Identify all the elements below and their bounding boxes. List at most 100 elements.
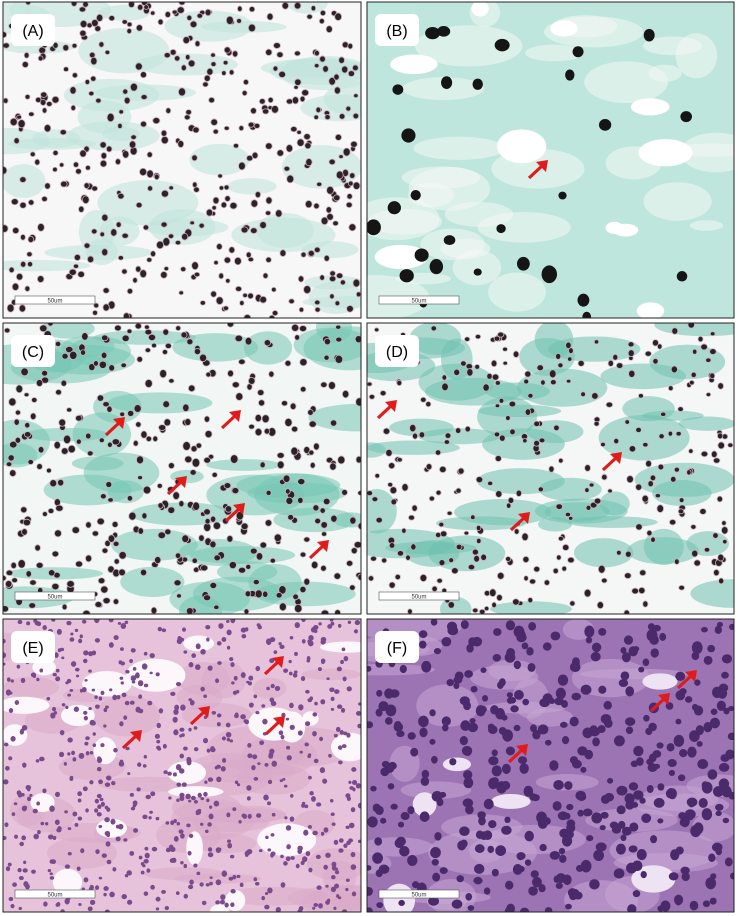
nucleus <box>91 530 99 537</box>
nucleus <box>155 816 160 821</box>
nucleus <box>210 290 217 298</box>
nucleus <box>328 76 336 86</box>
nucleus <box>285 856 291 862</box>
nucleus <box>71 750 76 756</box>
nucleus <box>60 180 68 188</box>
scale-bar <box>14 889 96 899</box>
nucleus <box>95 849 100 855</box>
nucleus <box>345 201 353 209</box>
nucleus <box>231 487 240 495</box>
nucleus <box>439 867 448 875</box>
arrow-head <box>518 512 530 524</box>
nucleus <box>425 463 433 471</box>
nucleus <box>314 50 320 57</box>
nucleus <box>174 704 180 711</box>
nucleus <box>565 378 572 384</box>
nucleus <box>234 256 242 266</box>
nucleus <box>82 2 89 8</box>
nucleus <box>5 866 11 872</box>
nucleus <box>281 400 288 407</box>
nucleus <box>229 854 235 859</box>
vacuole <box>210 904 230 912</box>
nucleus <box>276 149 285 157</box>
nucleus <box>480 553 487 561</box>
nucleus <box>107 441 113 448</box>
nucleus <box>709 331 716 337</box>
nucleus <box>381 760 390 768</box>
nucleus <box>316 802 322 807</box>
nucleus <box>618 679 629 688</box>
nucleus <box>263 427 271 435</box>
nucleus <box>459 736 468 746</box>
nucleus <box>338 848 344 853</box>
nucleus <box>679 688 687 695</box>
nucleus <box>124 700 130 706</box>
nucleus <box>112 867 117 872</box>
nucleus <box>330 514 338 523</box>
nucleus <box>396 550 405 557</box>
nucleus <box>20 234 26 241</box>
nucleus <box>658 433 665 440</box>
nucleus <box>146 151 153 158</box>
nucleus <box>604 792 615 802</box>
nucleus <box>5 580 13 588</box>
nucleus <box>401 483 409 492</box>
nucleus <box>498 678 506 687</box>
nucleus <box>159 369 167 379</box>
nucleus <box>78 205 85 213</box>
nucleus <box>355 397 361 407</box>
nucleus <box>716 495 723 503</box>
nucleus <box>235 392 244 401</box>
nucleus <box>23 52 30 59</box>
nucleus <box>88 90 95 97</box>
nucleus <box>212 521 221 530</box>
arrow-shaft <box>263 659 281 676</box>
nucleus <box>313 202 320 210</box>
nucleus <box>580 766 587 773</box>
nucleus <box>700 450 709 458</box>
nucleus <box>681 872 690 882</box>
nucleus <box>114 158 121 166</box>
nucleus <box>259 541 268 549</box>
tissue-patch <box>3 676 60 699</box>
nucleus <box>293 2 302 10</box>
nucleus <box>575 790 587 801</box>
nucleus <box>464 425 471 433</box>
nucleus <box>553 424 560 432</box>
nucleus <box>98 824 103 829</box>
nucleus <box>54 819 60 825</box>
nucleus <box>312 504 320 512</box>
nucleus <box>148 816 152 820</box>
tissue-patch <box>243 331 293 365</box>
nucleus <box>532 729 541 740</box>
nucleus <box>20 677 26 684</box>
nucleus <box>199 300 206 306</box>
vacuole <box>320 641 361 653</box>
nucleus <box>81 687 87 693</box>
nucleus <box>407 854 418 866</box>
nucleus <box>62 44 70 52</box>
nucleus <box>392 84 404 95</box>
nucleus <box>240 714 246 720</box>
nucleus <box>516 256 530 271</box>
nucleus <box>478 705 487 713</box>
nucleus <box>190 795 196 801</box>
nucleus <box>645 459 652 468</box>
nucleus <box>297 845 303 851</box>
nucleus <box>467 563 476 571</box>
nucleus <box>472 78 483 90</box>
nucleus <box>483 605 490 612</box>
nucleus <box>642 442 649 448</box>
arrow-shaft <box>676 673 694 690</box>
nucleus <box>272 65 279 72</box>
nucleus <box>248 376 256 385</box>
label-box <box>375 335 419 367</box>
nucleus <box>265 835 269 840</box>
nucleus <box>601 474 608 481</box>
nucleus <box>624 572 632 579</box>
nucleus <box>39 756 45 762</box>
nucleus <box>255 711 260 715</box>
nucleus <box>333 733 338 738</box>
nucleus <box>310 5 317 12</box>
vacuole <box>442 757 472 772</box>
